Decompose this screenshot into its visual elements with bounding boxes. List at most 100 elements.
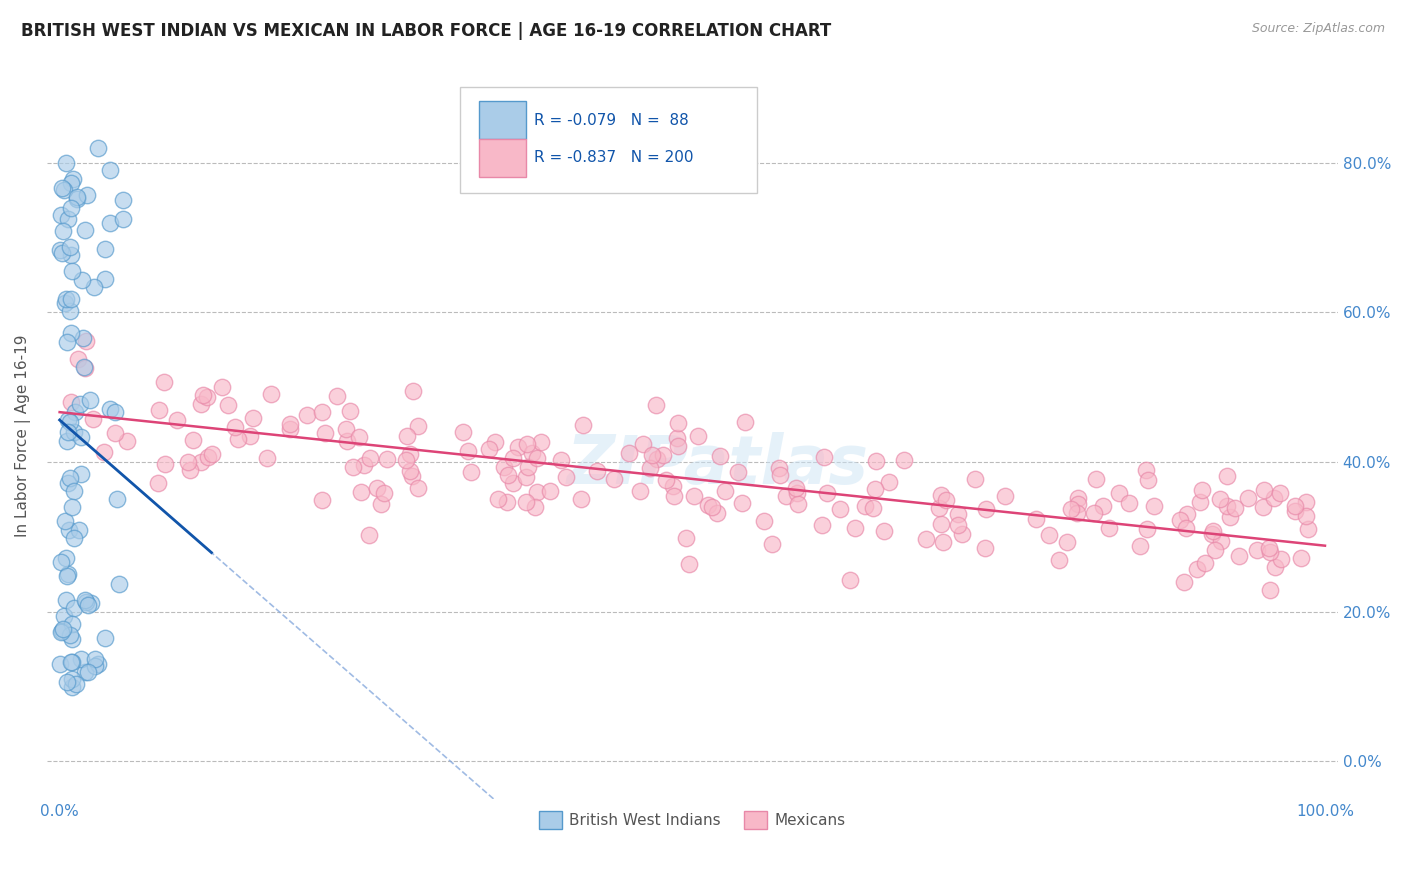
Point xyxy=(181,433,204,447)
Point xyxy=(761,536,783,550)
Point xyxy=(853,499,876,513)
Point xyxy=(155,458,177,472)
Point xyxy=(811,517,834,532)
Point xyxy=(1173,575,1195,590)
Point xyxy=(1136,522,1159,536)
Point xyxy=(52,224,75,238)
Point xyxy=(278,417,301,432)
Point xyxy=(645,451,668,466)
Point xyxy=(153,376,176,390)
Point xyxy=(100,401,122,416)
Point xyxy=(1202,524,1225,538)
Point xyxy=(314,425,336,440)
Point xyxy=(1185,562,1208,576)
Point xyxy=(60,264,83,278)
Point xyxy=(56,425,79,439)
Point xyxy=(48,244,70,258)
Point xyxy=(79,596,101,610)
Point xyxy=(148,475,170,490)
Point xyxy=(1289,551,1312,566)
Point xyxy=(1237,491,1260,506)
Point xyxy=(67,523,90,537)
Point xyxy=(402,384,425,398)
Point xyxy=(63,405,86,419)
Point xyxy=(94,272,117,286)
Point xyxy=(865,454,887,468)
Point xyxy=(66,192,89,206)
Point xyxy=(107,577,129,591)
Point xyxy=(893,453,915,467)
Point xyxy=(478,442,501,456)
Point xyxy=(179,463,201,477)
Point xyxy=(339,403,361,417)
Point xyxy=(1091,500,1114,514)
Point xyxy=(555,470,578,484)
Point xyxy=(105,491,128,506)
Point xyxy=(516,460,538,475)
Point xyxy=(1143,499,1166,513)
Point xyxy=(211,380,233,394)
Point xyxy=(86,657,108,672)
Point xyxy=(644,398,666,412)
Point xyxy=(1295,495,1317,509)
Point xyxy=(75,223,97,237)
Point xyxy=(451,425,474,439)
Point xyxy=(98,216,121,230)
Point xyxy=(486,491,509,506)
Point xyxy=(55,434,77,448)
Point xyxy=(166,413,188,427)
Point xyxy=(682,489,704,503)
Point xyxy=(195,390,218,404)
Point xyxy=(1174,521,1197,535)
Point xyxy=(839,573,862,587)
Point xyxy=(1118,496,1140,510)
Point xyxy=(53,514,76,528)
Point xyxy=(190,455,212,469)
Point xyxy=(1191,483,1213,497)
Point xyxy=(53,183,76,197)
Point xyxy=(460,465,482,479)
Point xyxy=(1258,583,1281,598)
Point xyxy=(69,397,91,411)
Point xyxy=(665,432,688,446)
Point xyxy=(60,500,83,514)
Point xyxy=(366,481,388,495)
Point xyxy=(1175,507,1198,521)
Point xyxy=(242,410,264,425)
Point xyxy=(1215,468,1237,483)
Point xyxy=(217,398,239,412)
Point xyxy=(1129,539,1152,553)
Legend: British West Indians, Mexicans: British West Indians, Mexicans xyxy=(533,805,852,835)
Point xyxy=(93,445,115,459)
Point xyxy=(401,468,423,483)
Point xyxy=(311,492,333,507)
Point xyxy=(457,444,479,458)
Point xyxy=(976,502,998,516)
Point xyxy=(932,534,955,549)
Point xyxy=(51,246,73,260)
Point xyxy=(1047,553,1070,567)
Point xyxy=(86,141,108,155)
Point xyxy=(375,452,398,467)
Point xyxy=(1284,504,1306,518)
Point xyxy=(60,394,83,409)
Point xyxy=(631,436,654,450)
Point xyxy=(484,434,506,449)
Point xyxy=(60,655,83,669)
Point xyxy=(496,468,519,483)
Y-axis label: In Labor Force | Age 16-19: In Labor Force | Age 16-19 xyxy=(15,334,31,537)
Point xyxy=(72,331,94,345)
Point xyxy=(640,448,662,462)
Point xyxy=(1253,483,1275,498)
Point xyxy=(929,488,952,502)
Point xyxy=(104,405,127,419)
Point xyxy=(112,211,135,226)
Point xyxy=(768,461,790,475)
Point xyxy=(1085,473,1108,487)
Point xyxy=(77,598,100,612)
Point xyxy=(1083,506,1105,520)
Point xyxy=(357,528,380,542)
Point xyxy=(408,419,430,434)
Point xyxy=(734,415,756,429)
Point xyxy=(654,473,676,487)
